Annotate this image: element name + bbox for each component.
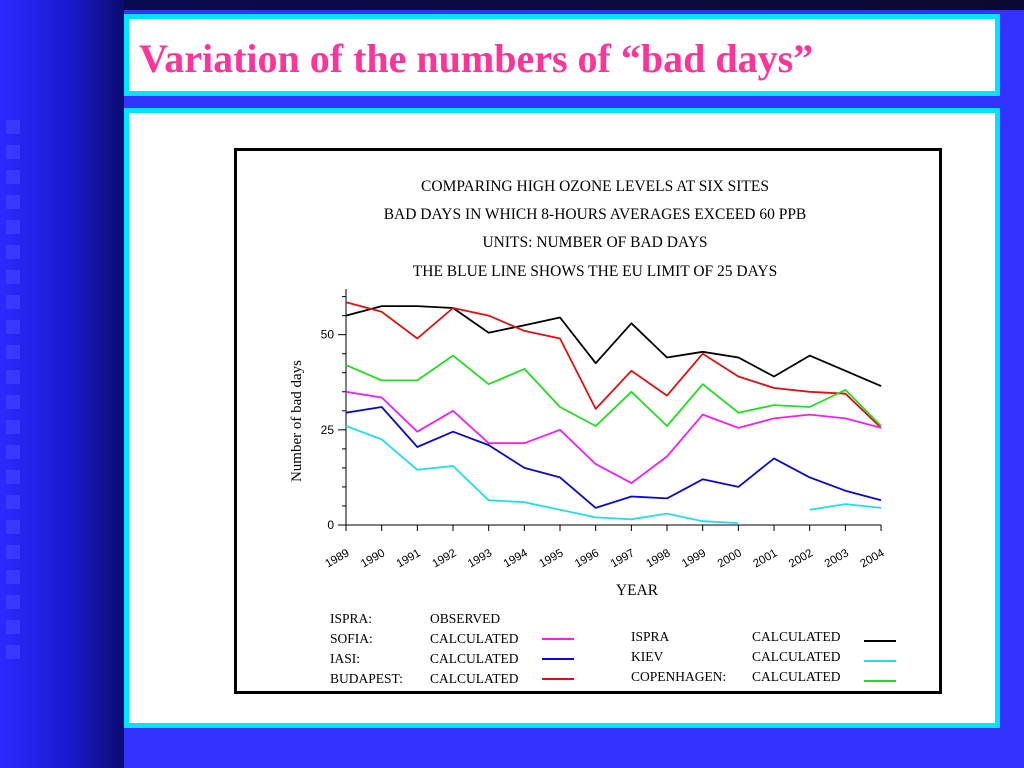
x-tick-label: 2000 [716, 547, 744, 570]
series-segment [345, 406, 882, 509]
legend-kind: CALCULATED [752, 669, 841, 684]
x-tick-label: 1996 [573, 547, 601, 570]
x-tick-label: 1995 [537, 547, 565, 570]
series-segment [345, 390, 882, 485]
series-sofia-line [345, 390, 882, 485]
y-tick-label: 50 [321, 328, 335, 342]
y-tick-label: 25 [321, 423, 335, 437]
series-segment [345, 301, 882, 429]
legend-site: ISPRA [631, 629, 670, 644]
legend-kind: OBSERVED [430, 611, 500, 626]
series-budapest-line [345, 301, 882, 429]
legend-kind: CALCULATED [752, 629, 841, 644]
legend-site: IASI: [330, 651, 360, 666]
legend-site: COPENHAGEN: [631, 669, 726, 684]
chart-title-line: COMPARING HIGH OZONE LEVELS AT SIX SITES [421, 178, 769, 195]
x-tick-label: 1993 [466, 547, 494, 570]
legend-site: BUDAPEST: [330, 671, 403, 686]
series-copenhagen-line [345, 354, 882, 427]
decor-squares [6, 120, 26, 670]
x-tick-label: 1997 [609, 547, 637, 570]
x-tick-label: 1992 [430, 547, 458, 570]
title-panel: Variation of the numbers of “bad days” [124, 14, 1000, 96]
legend-kind: CALCULATED [430, 671, 519, 686]
legend-kind: CALCULATED [430, 631, 519, 646]
chart-title-line: UNITS: NUMBER OF BAD DAYS [482, 234, 707, 251]
x-tick-label: 1990 [359, 547, 387, 570]
legend-kind: CALCULATED [752, 649, 841, 664]
x-tick-label: 2001 [751, 547, 779, 570]
legend-site: KIEV [631, 649, 663, 664]
series-ispra-line [345, 305, 882, 387]
series-segment [345, 425, 739, 524]
y-axis-label: Number of bad days [289, 360, 305, 482]
left-decor-band [0, 0, 124, 768]
chart-title-line: BAD DAYS IN WHICH 8-HOURS AVERAGES EXCEE… [384, 206, 807, 223]
x-tick-label: 1991 [395, 547, 423, 570]
x-tick-label: 1994 [502, 547, 531, 570]
series-segment [345, 305, 882, 387]
chart-title-line: THE BLUE LINE SHOWS THE EU LIMIT OF 25 D… [413, 263, 777, 280]
series-kiev-line [345, 425, 882, 524]
chart-svg: COMPARING HIGH OZONE LEVELS AT SIX SITES… [289, 178, 896, 686]
legend-site: ISPRA: [330, 611, 372, 626]
x-axis-label: YEAR [616, 582, 659, 599]
slide-title: Variation of the numbers of “bad days” [139, 36, 814, 81]
x-tick-label: 1998 [644, 547, 672, 570]
series-segment [345, 354, 882, 427]
top-decor-band [124, 0, 1024, 10]
y-tick-label: 0 [327, 518, 334, 532]
legend-site: SOFIA: [330, 631, 373, 646]
legend-kind: CALCULATED [430, 651, 519, 666]
x-tick-label: 2002 [787, 547, 815, 570]
series-iasi-line [345, 406, 882, 509]
x-tick-label: 2004 [858, 547, 887, 570]
x-tick-label: 1999 [680, 547, 708, 570]
series-segment [809, 503, 882, 511]
x-tick-label: 1989 [323, 547, 351, 570]
x-tick-label: 2003 [823, 547, 851, 570]
chart-frame: COMPARING HIGH OZONE LEVELS AT SIX SITES… [234, 148, 942, 694]
